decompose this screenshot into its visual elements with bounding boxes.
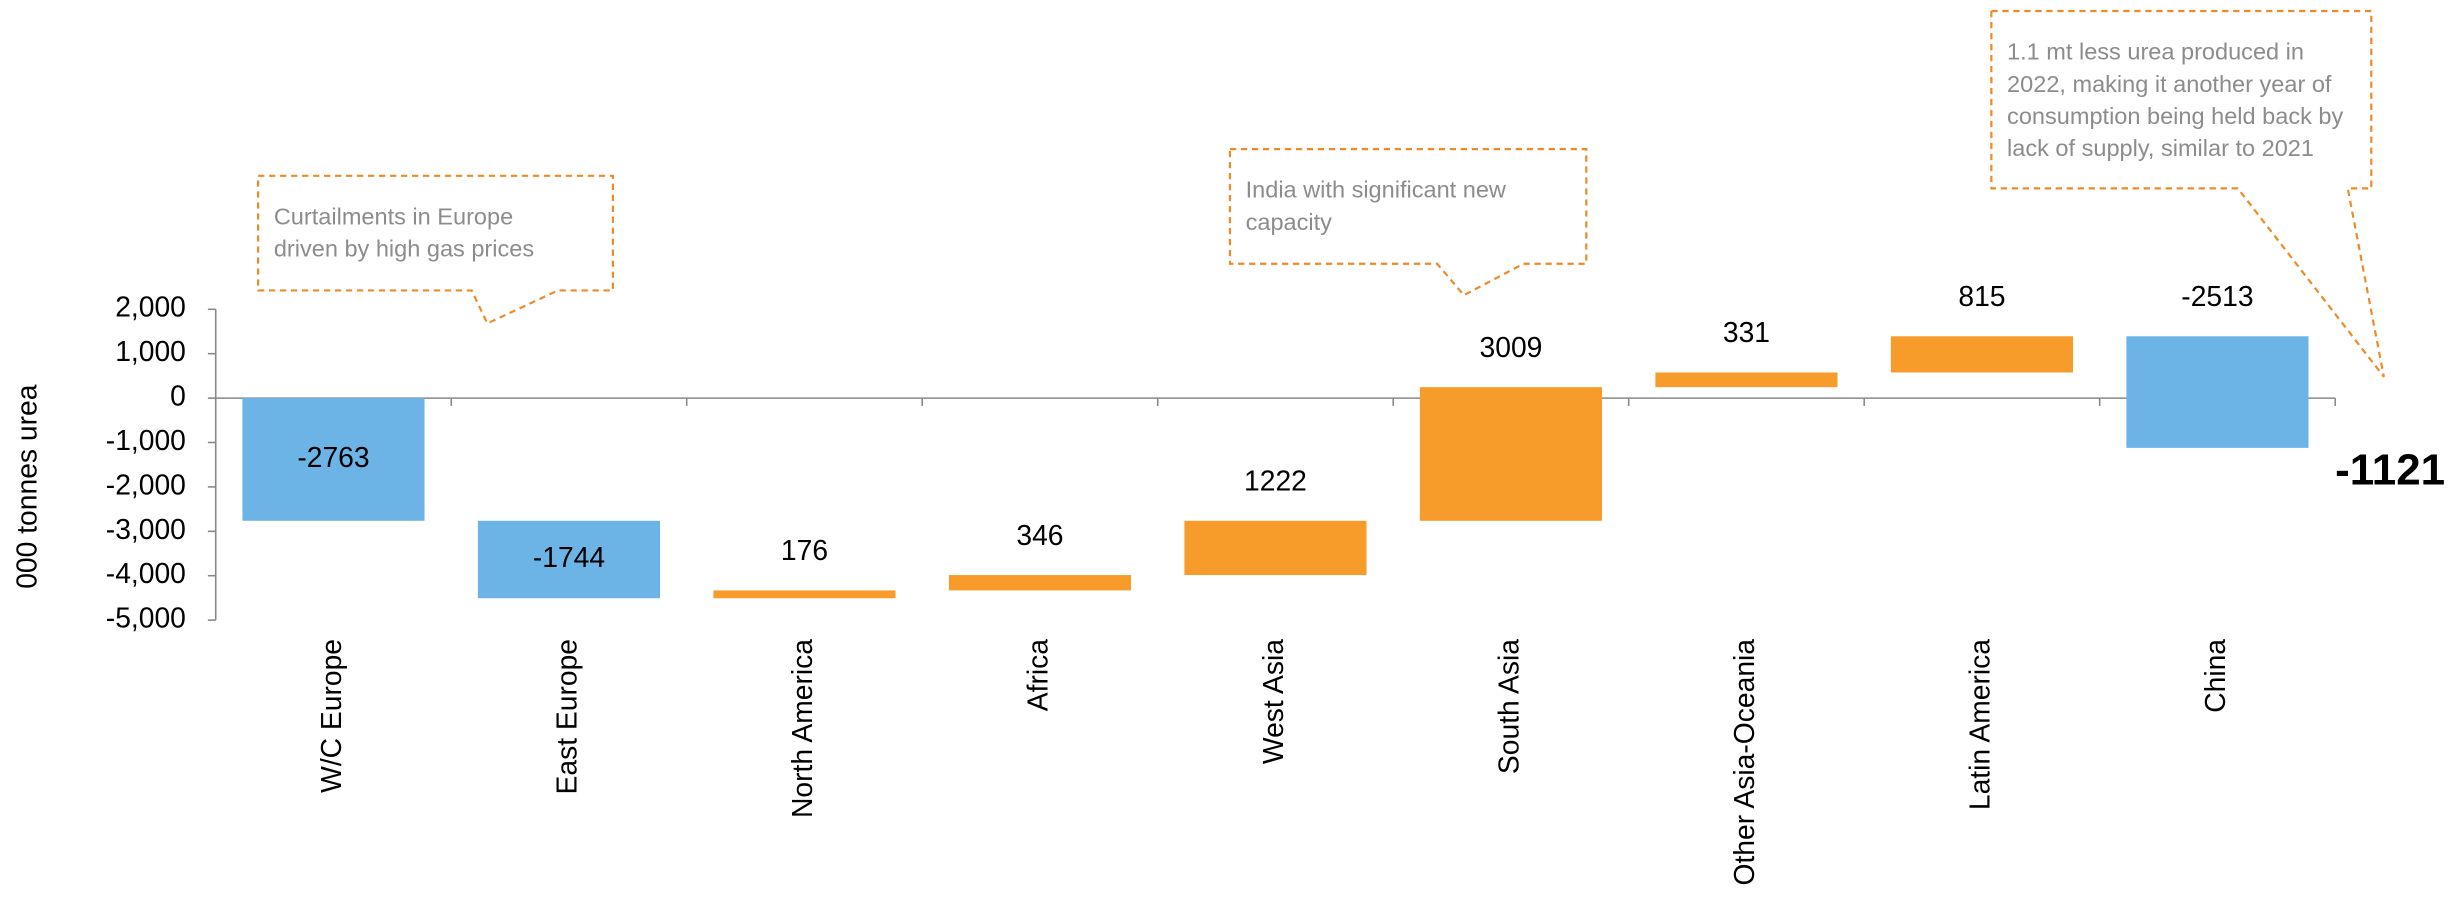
data-label: 331 xyxy=(1723,316,1770,348)
annotation-text: 1.1 mt less urea produced in xyxy=(2007,39,2304,65)
y-tick-label: 0 xyxy=(170,380,186,412)
y-tick-label: 1,000 xyxy=(115,335,186,367)
y-tick-label: -4,000 xyxy=(106,557,186,589)
y-tick-label: -3,000 xyxy=(106,513,186,545)
data-label: -2763 xyxy=(297,441,369,473)
annotation-text: driven by high gas prices xyxy=(274,236,534,262)
data-label: -2513 xyxy=(2181,280,2253,312)
annotation-box xyxy=(257,174,615,325)
bar xyxy=(1890,336,2074,373)
y-tick-label: -1,000 xyxy=(106,424,186,456)
bar xyxy=(1655,372,1838,388)
x-tick-label: Africa xyxy=(1021,639,1053,712)
data-label: 3009 xyxy=(1480,331,1543,363)
x-tick-label: China xyxy=(2199,639,2231,713)
y-tick-label: 2,000 xyxy=(115,291,186,323)
bar xyxy=(242,398,425,521)
x-tick-label: North America xyxy=(786,639,818,818)
x-tick-label: Latin America xyxy=(1963,639,1995,810)
annotation-box xyxy=(1990,9,2385,378)
data-label: 176 xyxy=(781,534,828,566)
annotation-text: lack of supply, similar to 2021 xyxy=(2007,135,2314,161)
bar xyxy=(2126,336,2309,448)
data-label: 1222 xyxy=(1244,465,1307,497)
bar xyxy=(1419,387,1603,521)
y-tick-label: -2,000 xyxy=(106,468,186,500)
x-tick-label: West Asia xyxy=(1257,639,1289,764)
data-label: 815 xyxy=(1958,280,2005,312)
annotation-text: 2022, making it another year of xyxy=(2007,71,2332,97)
y-axis-label: 000 tonnes urea xyxy=(10,384,42,588)
x-tick-label: South Asia xyxy=(1492,639,1524,774)
annotation-text: consumption being held back by xyxy=(2007,103,2343,129)
total-label: -1121 xyxy=(2335,446,2445,495)
annotation-text: India with significant new xyxy=(1246,177,1507,203)
x-tick-label: Other Asia-Oceania xyxy=(1728,639,1760,886)
annotation-text: Curtailments in Europe xyxy=(274,203,513,229)
data-label: 346 xyxy=(1016,519,1063,551)
bar xyxy=(1184,520,1367,576)
annotation-text: capacity xyxy=(1246,209,1333,235)
y-tick-label: -5,000 xyxy=(106,602,186,634)
bar xyxy=(713,590,896,599)
bar xyxy=(948,575,1132,591)
x-tick-label: East Europe xyxy=(550,639,582,794)
annotation-box xyxy=(1228,148,1588,297)
data-label: -1744 xyxy=(533,541,605,573)
x-tick-label: W/C Europe xyxy=(315,639,347,793)
bar xyxy=(477,520,661,599)
